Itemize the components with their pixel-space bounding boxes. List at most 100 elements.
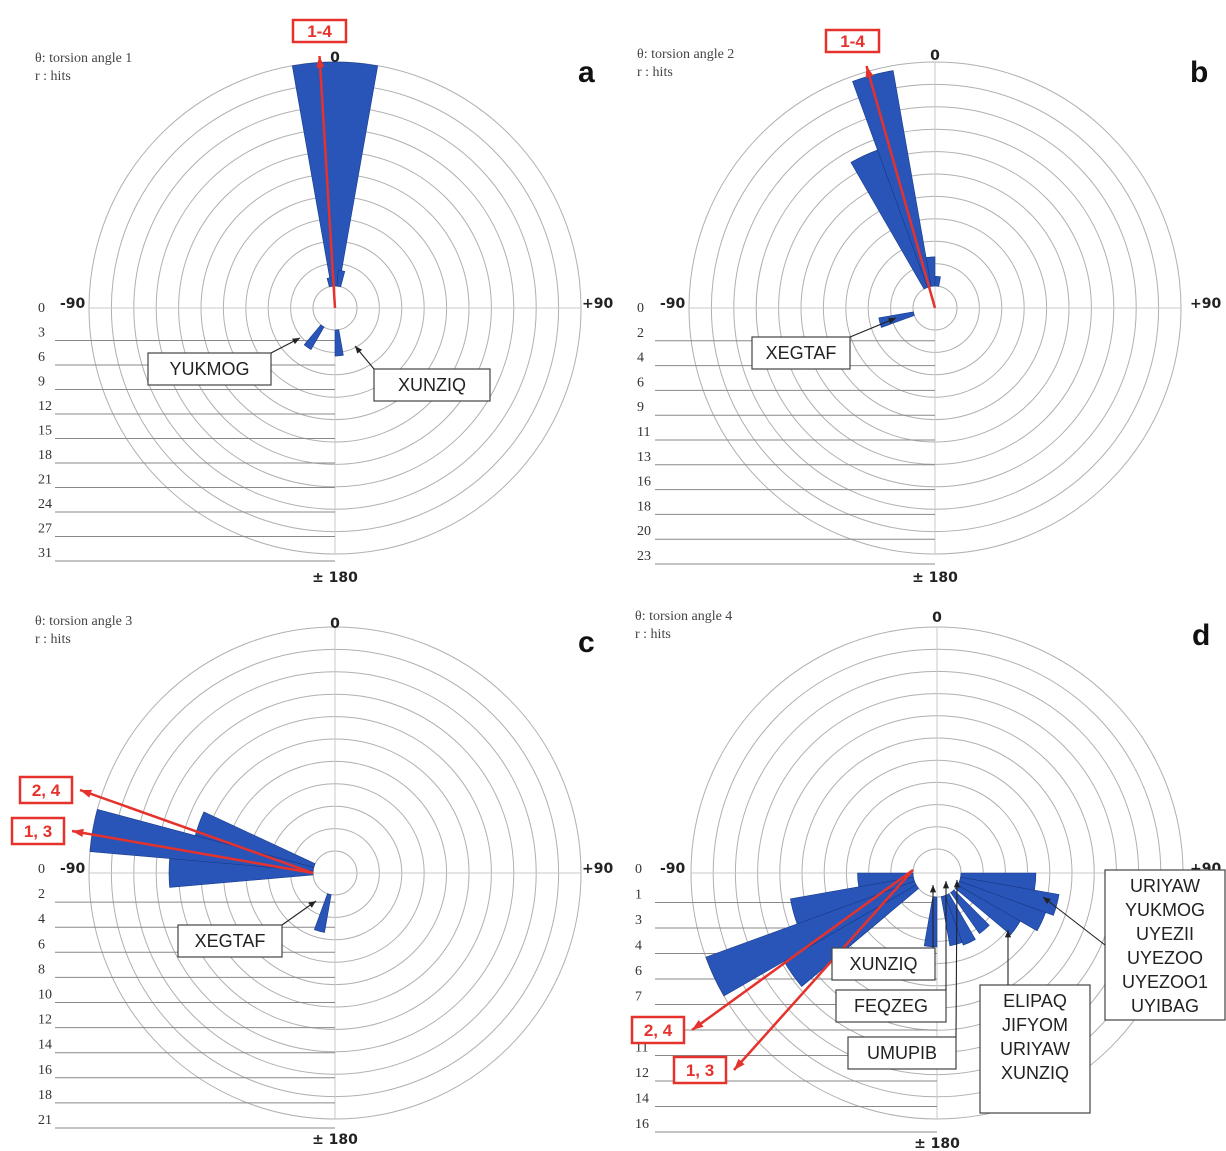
rose-petal bbox=[923, 896, 938, 948]
annotation-arrowhead bbox=[355, 346, 363, 354]
r-tick-label: 9 bbox=[38, 375, 45, 390]
r-tick-label: 2 bbox=[38, 887, 45, 902]
rose-petal bbox=[303, 324, 325, 350]
rose-petal bbox=[957, 880, 1046, 932]
r-tick-label: 14 bbox=[635, 1092, 649, 1107]
panel-letter: b bbox=[1190, 56, 1208, 89]
red-label: 1-4 bbox=[307, 22, 332, 41]
red-arrow-line bbox=[733, 869, 914, 1071]
annotation-label: XEGTAF bbox=[766, 343, 837, 363]
axis-info: r : hits bbox=[637, 65, 673, 80]
red-label: 1, 3 bbox=[686, 1061, 714, 1080]
annotation-box: FEQZEG bbox=[835, 881, 950, 1023]
rose-petal bbox=[783, 884, 920, 987]
annotation-frame bbox=[147, 352, 272, 386]
axis-info: θ: torsion angle 1 bbox=[35, 51, 132, 66]
r-tick-label: 21 bbox=[38, 1113, 52, 1128]
annotation-line: JIFYOM bbox=[1002, 1015, 1068, 1035]
direction-label-left: -90 bbox=[60, 861, 86, 877]
axis-info: θ: torsion angle 4 bbox=[635, 609, 732, 624]
rose-petal bbox=[959, 876, 1060, 916]
red-arrowhead bbox=[316, 56, 325, 68]
r-tick-label: 7 bbox=[635, 990, 642, 1005]
r-tick-label: 14 bbox=[38, 1038, 52, 1053]
r-tick-label: 0 bbox=[38, 862, 45, 877]
annotation-frame bbox=[831, 947, 936, 981]
direction-label-top: 0 bbox=[330, 616, 340, 632]
rose-petal bbox=[194, 811, 316, 868]
red-arrowhead bbox=[692, 1020, 704, 1030]
rose-petal bbox=[925, 256, 936, 287]
r-tick-label: 4 bbox=[38, 912, 45, 927]
annotation-frame bbox=[177, 924, 283, 958]
rose-petal bbox=[934, 275, 941, 287]
r-tick-label: 15 bbox=[38, 424, 52, 439]
annotation-label: XUNZIQ bbox=[849, 954, 917, 974]
r-tick-label: 23 bbox=[637, 549, 651, 564]
r-tick-label: 27 bbox=[38, 522, 52, 537]
annotation-label: XUNZIQ bbox=[398, 375, 466, 395]
annotation-line: XUNZIQ bbox=[1001, 1063, 1069, 1083]
annotation-box: YUKMOG bbox=[147, 337, 301, 386]
rose-petal bbox=[950, 889, 990, 934]
annotation-arrowhead bbox=[1004, 930, 1012, 938]
direction-label-left: -90 bbox=[660, 861, 686, 877]
annotation-box: UMUPIB bbox=[847, 879, 961, 1070]
r-tick-label: 2 bbox=[637, 326, 644, 341]
direction-label-bottom: ± 180 bbox=[914, 1136, 960, 1151]
annotation-label: URIYAW YUKMOG UYEZII UYEZOO UYEZOO1 UYIBAG bbox=[1122, 876, 1208, 1016]
annotation-line: URIYAW bbox=[1000, 1039, 1070, 1059]
r-ticks: 0 2 4 6 8 10 12 14 16 18 21 bbox=[38, 862, 335, 1129]
rose-petal bbox=[313, 893, 332, 933]
annotation-frame bbox=[373, 368, 491, 402]
annotation-arrowhead bbox=[308, 901, 316, 908]
direction-label-top: 0 bbox=[330, 50, 340, 66]
rose-petal bbox=[850, 149, 928, 290]
petals bbox=[850, 70, 941, 328]
red-label-frame bbox=[18, 775, 74, 805]
annotation-frame bbox=[1104, 869, 1226, 1021]
annotation-label: ELIPAQ JIFYOM URIYAW XUNZIQ bbox=[1000, 991, 1070, 1083]
direction-label-top: 0 bbox=[932, 610, 942, 626]
annotation-line: XEGTAF bbox=[195, 931, 266, 951]
rose-petal bbox=[168, 858, 314, 888]
annotation-box: ELIPAQ JIFYOM URIYAW XUNZIQ bbox=[979, 930, 1091, 1114]
red-arrowhead bbox=[734, 1058, 745, 1070]
annotation-frame bbox=[835, 989, 947, 1023]
rose-petal bbox=[857, 872, 914, 888]
annotation-line: XEGTAF bbox=[766, 343, 837, 363]
annotation-label: UMUPIB bbox=[867, 1043, 937, 1063]
direction-label-left: -90 bbox=[60, 296, 86, 312]
panel-letter: c bbox=[578, 626, 595, 659]
r-tick-label: 3 bbox=[635, 913, 642, 928]
red-annotation: 2, 4 bbox=[18, 775, 314, 875]
r-tick-label: 16 bbox=[38, 1063, 52, 1078]
direction-label-right: +90 bbox=[582, 861, 613, 877]
red-arrow-line bbox=[79, 788, 314, 875]
annotation-arrowhead bbox=[942, 881, 950, 889]
r-tick-label: 11 bbox=[637, 425, 650, 440]
annotation-arrowhead bbox=[888, 317, 896, 324]
axis-info: θ: torsion angle 2 bbox=[637, 47, 734, 62]
annotation-line: UYEZOO1 bbox=[1122, 972, 1208, 992]
panel-b: 0 2 4 6 9 11 13 16 18 20 23 0 ± 180 -90 +90 θ: torsion … bbox=[637, 28, 1221, 586]
red-annotation: 2, 4 bbox=[630, 868, 914, 1045]
rose-petal bbox=[790, 876, 915, 925]
rose-petal bbox=[705, 880, 917, 997]
annotation-box: XEGTAF bbox=[177, 900, 317, 958]
panel-c: 0 2 4 6 8 10 12 14 16 18 21 0 ± 180 -90 +90 θ: torsion … bbox=[10, 614, 613, 1148]
direction-label-top: 0 bbox=[930, 48, 940, 64]
annotation-line: ELIPAQ bbox=[1003, 991, 1067, 1011]
rose-petal bbox=[336, 269, 346, 288]
annotation-line: UYIBAG bbox=[1131, 996, 1199, 1016]
red-label-frame bbox=[10, 816, 66, 846]
annotation-box: URIYAW YUKMOG UYEZII UYEZOO UYEZOO1 UYIBAG bbox=[1042, 869, 1226, 1021]
annotation-line: FEQZEG bbox=[854, 996, 928, 1016]
red-annotation: 1-4 bbox=[824, 28, 937, 309]
red-arrow-line bbox=[318, 55, 337, 309]
r-tick-label: 13 bbox=[637, 450, 651, 465]
r-tick-label: 10 bbox=[38, 988, 52, 1003]
r-tick-label: 12 bbox=[38, 1013, 52, 1028]
annotation-line: URIYAW bbox=[1130, 876, 1200, 896]
